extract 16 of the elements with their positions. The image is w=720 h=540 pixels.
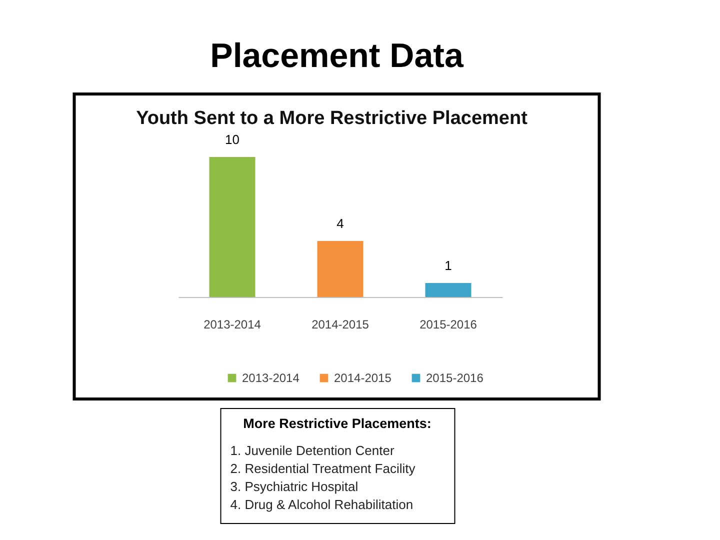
x-tick-label: 2013-2014: [204, 318, 262, 332]
legend-label: 2015-2016: [426, 371, 484, 385]
text: 2. Residential Treatment Facility: [230, 461, 416, 476]
data-label: 1: [444, 258, 452, 273]
text: More Restrictive Placements:: [243, 416, 432, 431]
legend-label: 2014-2015: [334, 371, 392, 385]
chart-subtitle: Youth Sent to a More Restrictive Placement: [136, 108, 528, 129]
text: 3. Psychiatric Hospital: [230, 479, 358, 494]
text: 1. Juvenile Detention Center: [230, 443, 395, 458]
x-tick-label: 2014-2015: [312, 318, 370, 332]
legend-label: 2013-2014: [242, 371, 300, 385]
data-label: 10: [225, 132, 240, 147]
data-label: 4: [336, 216, 344, 231]
chart-title: Placement Data: [210, 37, 464, 75]
text: 4. Drug & Alcohol Rehabilitation: [230, 497, 414, 512]
x-tick-label: 2015-2016: [420, 318, 478, 332]
